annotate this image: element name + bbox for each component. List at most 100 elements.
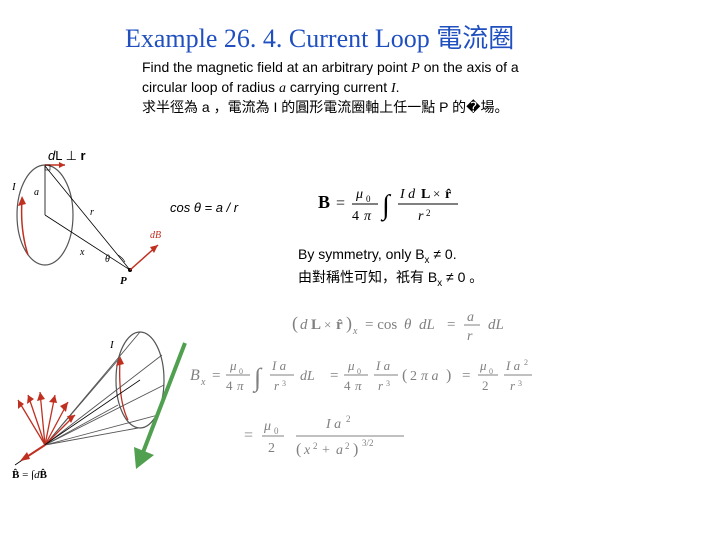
svg-text:x: x <box>200 377 206 388</box>
svg-text:a: a <box>34 187 39 198</box>
svg-text:∫: ∫ <box>252 363 263 393</box>
svg-text:∫: ∫ <box>380 190 392 222</box>
svg-text:): ) <box>346 313 352 334</box>
svg-text:3: 3 <box>518 379 522 388</box>
svg-text:): ) <box>353 441 358 458</box>
symm-en-b: ≠ 0. <box>429 246 456 262</box>
svg-text:I a: I a <box>505 358 521 373</box>
svg-text:2: 2 <box>313 441 318 451</box>
svg-text:x: x <box>352 326 358 337</box>
svg-text:d: d <box>300 317 308 333</box>
svg-text:I a: I a <box>375 358 391 373</box>
symmetry-text: By symmetry, only Bx ≠ 0. 由對稱性可知，祇有 Bx ≠… <box>298 245 483 290</box>
svg-text:=: = <box>447 317 455 333</box>
problem-line2a: circular loop of radius <box>142 79 279 95</box>
svg-text:r: r <box>90 207 94 218</box>
svg-text:=: = <box>330 368 338 384</box>
problem-P: P <box>411 61 420 76</box>
svg-text:dB: dB <box>150 230 161 241</box>
svg-text:I: I <box>109 339 115 351</box>
svg-text:I d: I d <box>399 187 416 202</box>
svg-text:dL: dL <box>300 369 315 384</box>
svg-text:μ: μ <box>229 358 237 373</box>
svg-text:2: 2 <box>346 414 351 424</box>
problem-line1b: on the axis of a <box>420 59 519 75</box>
svg-text:B: B <box>318 192 330 212</box>
svg-text:a: a <box>467 310 474 325</box>
svg-text:0: 0 <box>366 194 371 204</box>
svg-text:I: I <box>11 181 17 193</box>
svg-text:I a: I a <box>325 417 341 432</box>
svg-text:r: r <box>510 378 516 393</box>
formula-dL-cross-r-x: ( d L × r̂ ) x = cos θ dL = a r dL <box>292 304 622 344</box>
annotation-cos-theta: cos θ = a / r <box>170 200 238 215</box>
symm-zh-a: 由對稱性可知，祇有 B <box>298 269 437 285</box>
svg-text:π: π <box>364 209 372 224</box>
svg-text:(: ( <box>292 313 298 334</box>
svg-text:π: π <box>237 378 244 393</box>
svg-text:μ: μ <box>347 358 355 373</box>
svg-text:3: 3 <box>386 379 390 388</box>
svg-text:x: x <box>79 247 85 258</box>
svg-text:π a: π a <box>421 369 439 384</box>
svg-text:θ: θ <box>404 317 412 333</box>
svg-text:2: 2 <box>482 378 489 393</box>
svg-text:dL: dL <box>419 317 435 333</box>
svg-text:x: x <box>303 443 311 458</box>
symm-en-a: By symmetry, only B <box>298 246 425 262</box>
svg-text:a: a <box>336 443 343 458</box>
svg-text:): ) <box>446 367 451 384</box>
problem-statement: Find the magnetic field at an arbitrary … <box>142 58 612 117</box>
svg-text:4: 4 <box>226 378 233 393</box>
svg-text:0: 0 <box>274 426 279 436</box>
svg-text:dL: dL <box>488 317 504 333</box>
svg-text:r: r <box>378 378 384 393</box>
svg-text:4: 4 <box>352 209 359 224</box>
svg-text:π: π <box>355 378 362 393</box>
svg-text:μ: μ <box>355 187 363 202</box>
svg-text:r: r <box>418 209 424 224</box>
formula-Bx-final: = μ 0 2 I a 2 ( x 2 + a 2 ) 3/2 <box>244 408 524 464</box>
svg-text:4: 4 <box>344 378 351 393</box>
svg-text:r̂: r̂ <box>336 317 343 333</box>
diagram-loop-axis: I dL a x r P θ dB <box>10 160 175 290</box>
svg-text:P: P <box>120 275 127 287</box>
example-title: Example 26. 4. Current Loop 電流圈 <box>125 18 514 55</box>
svg-text:×: × <box>433 186 440 201</box>
svg-text:I a: I a <box>271 358 287 373</box>
svg-text:=: = <box>462 368 470 384</box>
problem-line1a: Find the magnetic field at an arbitrary … <box>142 59 411 75</box>
svg-text:r: r <box>274 378 280 393</box>
svg-text:(: ( <box>296 441 301 458</box>
formula-B-integral: B = μ 0 4 π ∫ I d L × r̂ r 2 <box>318 178 528 228</box>
svg-text:2: 2 <box>524 358 528 367</box>
formula-Bx-derivation: B x = μ 0 4 π ∫ I a r 3 dL = μ 0 4 π I a… <box>190 350 690 400</box>
svg-text:3/2: 3/2 <box>362 438 374 448</box>
svg-text:(: ( <box>402 367 407 384</box>
svg-text:×: × <box>324 317 331 332</box>
svg-text:r: r <box>467 329 473 344</box>
svg-text:θ: θ <box>105 254 110 265</box>
svg-text:dL: dL <box>48 160 59 163</box>
svg-text:μ: μ <box>263 419 271 434</box>
svg-text:2: 2 <box>345 441 350 451</box>
problem-line3-zh: 求半徑為 a ，電流為 I 的圓形電流圈軸上任一點 P 的�場。 <box>142 99 508 115</box>
symm-zh-b: ≠ 0 。 <box>442 269 483 285</box>
svg-text:=: = <box>336 195 345 212</box>
problem-line2b: carrying current <box>286 79 391 95</box>
svg-text:3: 3 <box>282 379 286 388</box>
svg-text:B̂ = ∫dB̂: B̂ = ∫dB̂ <box>12 468 48 480</box>
svg-text:L: L <box>421 187 430 202</box>
svg-text:2: 2 <box>426 208 431 218</box>
green-arrow-icon <box>130 335 200 475</box>
problem-a: a <box>279 81 286 96</box>
svg-text:+: + <box>322 443 330 458</box>
svg-text:L: L <box>311 317 321 333</box>
svg-text:2: 2 <box>268 441 275 456</box>
svg-text:= cos: = cos <box>365 317 397 333</box>
svg-text:=: = <box>244 427 253 444</box>
svg-text:=: = <box>212 368 220 384</box>
svg-text:μ: μ <box>479 358 487 373</box>
svg-text:2: 2 <box>410 369 417 384</box>
svg-text:r̂: r̂ <box>445 187 452 202</box>
